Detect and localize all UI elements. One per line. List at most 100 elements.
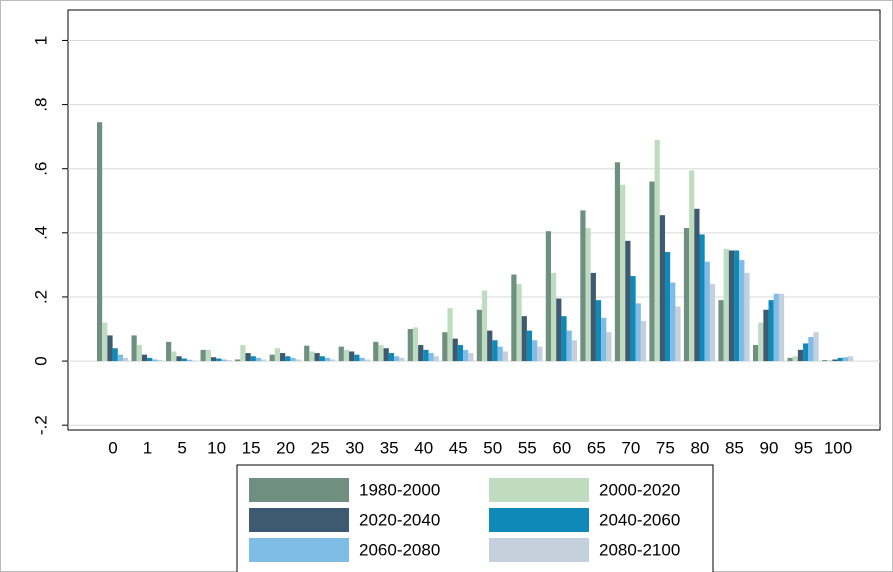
y-tick-label: 1 [31, 36, 50, 45]
bar [309, 351, 315, 362]
bar [216, 358, 222, 362]
bar [255, 357, 262, 362]
x-tick-label: 85 [725, 438, 744, 457]
legend-label: 2040-2060 [599, 510, 680, 529]
x-tick-label: 30 [345, 438, 364, 457]
bar [463, 349, 469, 362]
bar [744, 272, 750, 362]
bar [545, 231, 552, 362]
bar [131, 335, 137, 362]
bar [418, 345, 424, 362]
x-tick-label: 35 [380, 438, 399, 457]
x-tick-label: 55 [518, 438, 537, 457]
bar [723, 248, 729, 362]
bar [200, 349, 206, 362]
bar [585, 228, 591, 362]
bar [521, 316, 527, 362]
bar [768, 300, 774, 362]
bar [704, 261, 710, 362]
y-tick-label: .6 [31, 162, 50, 176]
y-tick-label: .8 [31, 97, 50, 111]
bar [606, 332, 612, 362]
x-tick-label: 5 [177, 438, 186, 457]
bar [280, 353, 286, 362]
bar [221, 359, 227, 362]
bar [502, 351, 508, 362]
bar [848, 356, 854, 362]
bar [117, 354, 123, 362]
bar [388, 353, 394, 362]
bar [734, 250, 740, 362]
bar [526, 330, 533, 362]
bar [683, 228, 690, 362]
legend-swatch [489, 508, 589, 532]
bar [442, 332, 448, 362]
bar [797, 349, 804, 362]
legend-label: 2000-2020 [599, 480, 680, 499]
x-tick-label: 100 [824, 438, 852, 457]
bar [808, 337, 814, 362]
bar [773, 293, 779, 362]
bar [827, 360, 833, 362]
bar [452, 338, 458, 362]
bar [141, 354, 148, 362]
bar [412, 327, 419, 362]
bar [290, 357, 296, 362]
y-tick-label: .2 [31, 290, 50, 304]
bar [343, 349, 350, 362]
x-tick-label: 25 [311, 438, 330, 457]
x-tick-label: 80 [690, 438, 709, 457]
bar [649, 181, 655, 362]
y-tick-label: -.2 [31, 415, 50, 435]
bar [718, 300, 724, 362]
bar [601, 317, 607, 362]
legend-label: 2060-2080 [359, 540, 440, 559]
bar [274, 348, 281, 362]
bar [640, 320, 647, 362]
x-tick-label: 70 [621, 438, 640, 457]
bar [314, 353, 320, 362]
bar [670, 282, 676, 362]
bar [393, 356, 400, 362]
bar [659, 215, 665, 362]
bar [181, 358, 187, 362]
bar [822, 360, 828, 362]
bar [399, 357, 405, 362]
x-tick-label: 1 [143, 438, 152, 457]
bar [261, 359, 267, 362]
bar [571, 340, 578, 362]
bar [285, 356, 291, 362]
legend-label: 1980-2000 [359, 480, 440, 499]
bar [832, 359, 838, 362]
bar [625, 240, 631, 362]
bar [792, 356, 798, 362]
x-tick-label: 95 [794, 438, 813, 457]
bar [433, 356, 439, 362]
bar [235, 359, 241, 362]
bar [205, 349, 211, 362]
legend-swatch [489, 478, 589, 502]
x-tick-label: 60 [552, 438, 571, 457]
bar [457, 345, 464, 362]
bar [630, 276, 636, 362]
bar [699, 234, 705, 362]
bar [319, 356, 325, 362]
bar [481, 290, 488, 362]
bar [675, 306, 681, 362]
x-tick-label: 0 [108, 438, 117, 457]
bar [595, 300, 602, 362]
bar [97, 122, 103, 362]
bar [664, 252, 671, 362]
bar [752, 345, 759, 362]
bar [492, 340, 498, 362]
bar [349, 351, 355, 362]
bar [123, 357, 129, 362]
bar [468, 353, 474, 362]
bar [728, 250, 735, 362]
bar [447, 308, 453, 362]
bar [324, 357, 331, 362]
bar [476, 309, 482, 362]
bar [423, 349, 429, 362]
